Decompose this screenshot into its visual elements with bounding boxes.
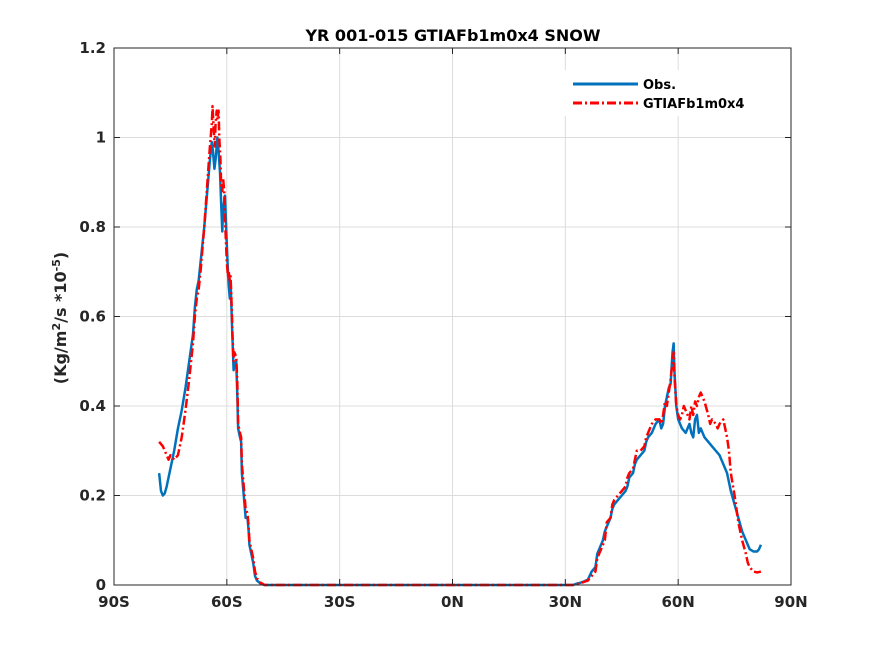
legend-label-model: GTIAFb1m0x4	[643, 97, 744, 112]
legend-label-obs: Obs.	[643, 78, 676, 93]
y-axis-label-sup-1: 2	[50, 323, 63, 331]
y-tick-label: 1.2	[79, 39, 106, 57]
x-tick-label: 90S	[98, 593, 130, 611]
ticks	[113, 47, 792, 586]
x-tick-label: 30N	[549, 593, 582, 611]
y-tick-label: 0.4	[79, 397, 106, 415]
x-tick-label: 30S	[324, 593, 356, 611]
y-axis-label-part-3: )	[51, 252, 70, 259]
series-line-model	[158, 104, 762, 587]
x-tick-label: 90N	[774, 593, 807, 611]
legend-box	[562, 70, 767, 116]
y-tick-label: 0.2	[79, 487, 106, 505]
tick-labels: 90S 60S 30S 0N 30N 60N 90N 0 0.2 0.4 0.6 0.8 1 1.2	[79, 39, 807, 611]
series-layer	[157, 104, 763, 587]
y-tick-label: 0.6	[79, 308, 106, 326]
y-axis-label-sup-2: -5	[50, 259, 63, 271]
y-axis-label: (Kg/m2/s *10-5)	[50, 252, 71, 384]
x-tick-label: 60S	[211, 593, 243, 611]
chart-title: YR 001-015 GTIAFb1m0x4 SNOW	[304, 26, 600, 45]
y-tick-label: 1	[96, 129, 106, 147]
x-tick-label: 0N	[441, 593, 464, 611]
legend: Obs. GTIAFb1m0x4	[562, 70, 767, 116]
y-axis-label-part-2: /s *10	[51, 271, 70, 323]
y-tick-label: 0.8	[79, 218, 106, 236]
y-tick-label: 0	[96, 576, 106, 594]
y-axis-label-part-1: (Kg/m	[51, 331, 70, 385]
x-tick-label: 60N	[661, 593, 694, 611]
